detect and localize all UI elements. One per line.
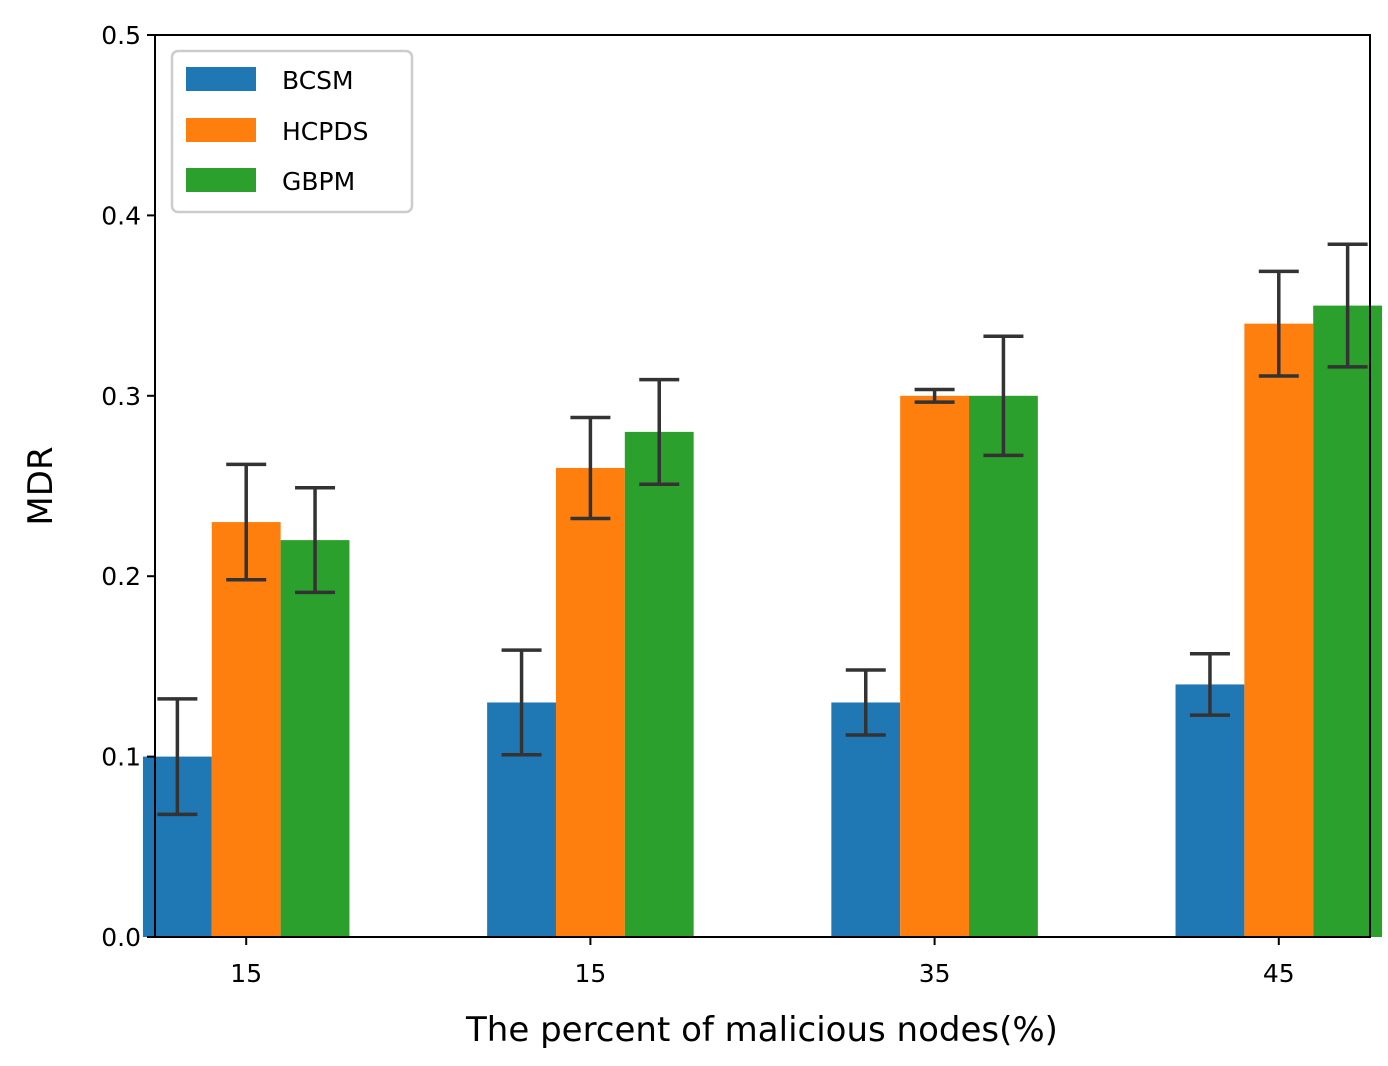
bar-gbpm-2 [969,395,1038,937]
error-bar-gbpm-0 [295,486,336,595]
x-tick-label: 15 [574,959,606,988]
bar-hcpds-2 [900,395,970,937]
error-bars-layer [157,242,1368,817]
legend-label-gbpm: GBPM [282,167,355,196]
error-bar-bcsm-1 [501,648,542,757]
error-bar-hcpds-0 [226,462,267,582]
legend-swatch-hcpds [186,118,256,142]
x-axis-title: The percent of malicious nodes(%) [465,1010,1058,1050]
y-tick-label: 0.5 [101,21,141,50]
error-bar-gbpm-3 [1327,242,1368,369]
y-tick-label: 0.3 [101,382,141,411]
error-bar-hcpds-1 [570,415,611,521]
error-bar-bcsm-2 [845,668,886,737]
bar-bcsm-2 [831,702,901,937]
legend-swatch-gbpm [186,168,256,192]
y-tick-label: 0.4 [101,201,141,230]
y-tick-label: 0.1 [101,743,141,772]
plot-frame [154,34,1371,938]
error-bar-hcpds-2 [914,387,955,404]
bar-gbpm-3 [1313,305,1383,938]
x-tick-label: 15 [230,959,262,988]
error-bar-bcsm-3 [1189,652,1230,717]
bar-hcpds-1 [555,467,625,937]
bar-gbpm-1 [624,431,694,937]
y-axis: 0.0 0.1 0.2 0.3 0.4 0.5 [101,21,155,952]
error-bar-gbpm-1 [639,377,680,486]
legend-swatch-bcsm [186,67,256,91]
bar-gbpm-0 [280,540,350,937]
y-tick-label: 0.2 [101,562,141,591]
y-tick-label: 0.0 [101,923,141,952]
x-axis: 15 15 35 45 [230,937,1295,988]
error-bar-hcpds-3 [1258,269,1299,378]
legend-label-bcsm: BCSM [282,66,354,95]
legend: BCSM HCPDS GBPM [170,49,414,214]
x-tick-label: 45 [1263,959,1295,988]
bar-bcsm-3 [1175,684,1245,937]
error-bar-gbpm-2 [983,334,1024,458]
error-bar-bcsm-0 [157,697,198,817]
bar-hcpds-0 [211,522,281,937]
legend-label-hcpds: HCPDS [282,117,368,146]
x-tick-label: 35 [919,959,951,988]
y-axis-title: MDR [21,446,61,525]
bar-hcpds-3 [1244,323,1314,937]
